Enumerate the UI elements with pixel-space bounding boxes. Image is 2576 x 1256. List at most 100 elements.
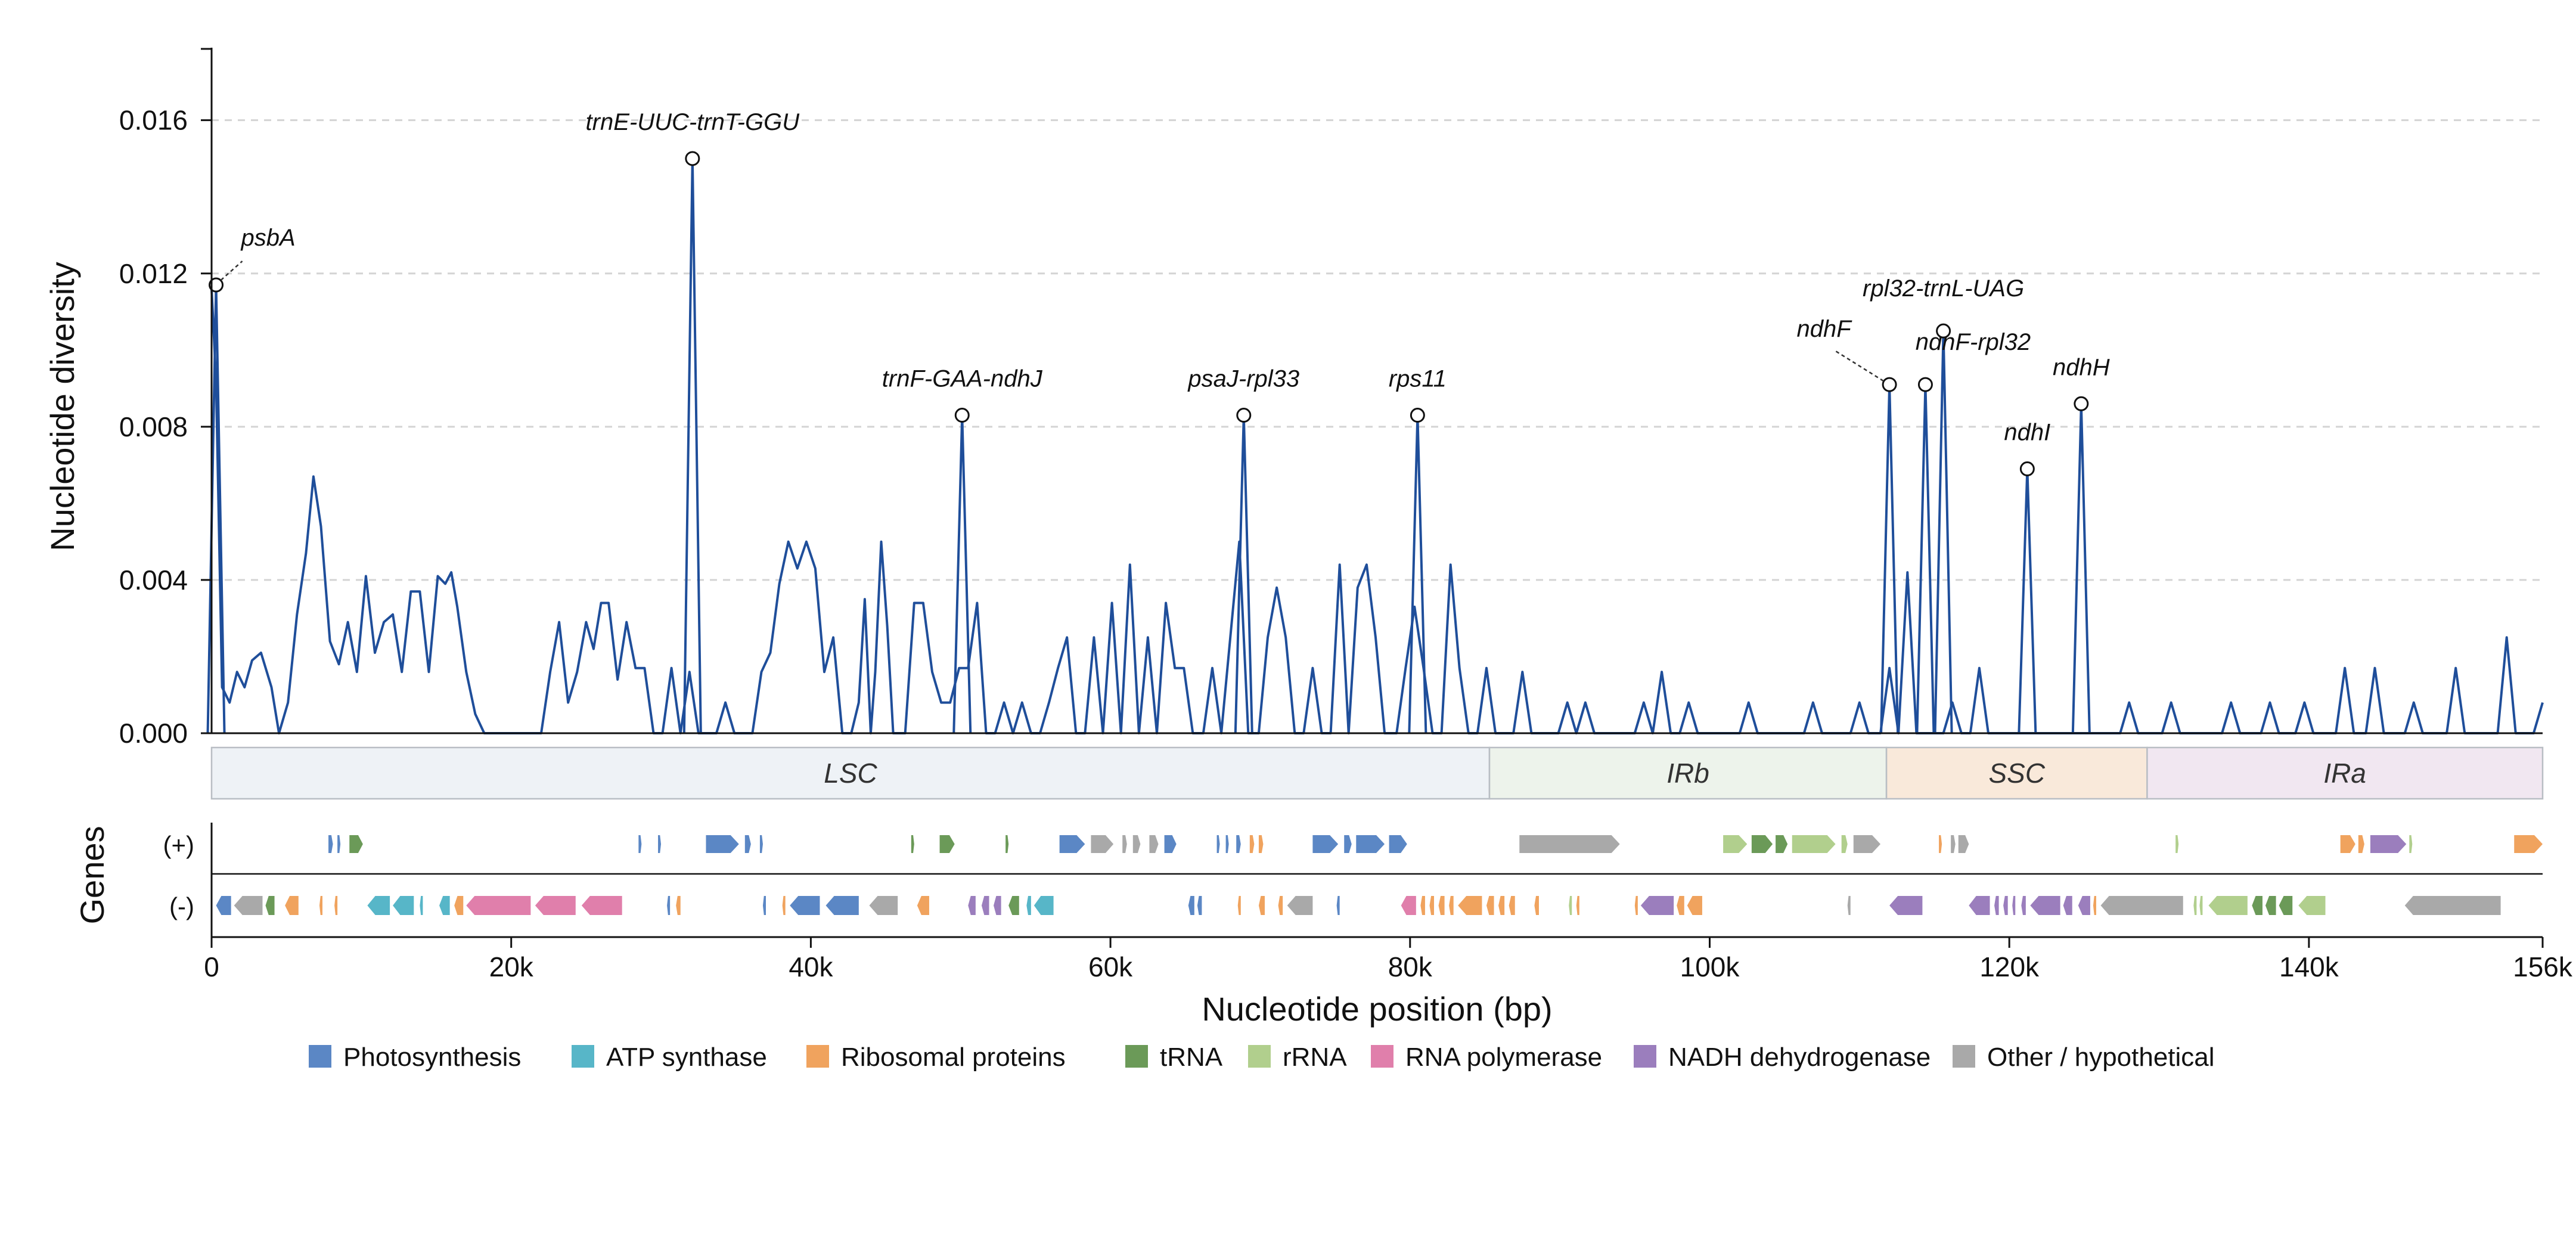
gene-minus [535, 896, 576, 915]
gene-plus [1249, 835, 1255, 853]
gene-plus [2340, 835, 2355, 853]
peak-spike [1880, 383, 1900, 734]
gene-plus [638, 835, 642, 853]
gene-minus [1258, 896, 1265, 915]
gene-plus [1149, 835, 1159, 853]
gene-minus [1287, 896, 1313, 915]
x-tick-label: 140k [2279, 951, 2339, 982]
peak-label: psbA [241, 225, 296, 251]
peak-annotations: psbA trnE-UUC-trnT-GGU trnF-GAA-ndhJ psaJ-r… [209, 109, 2110, 477]
legend-swatch [1634, 1045, 1656, 1068]
gene-plus [1216, 835, 1220, 853]
x-tick-label: 120k [1979, 951, 2040, 982]
peak-leader [1835, 351, 1884, 382]
gene-plus [1939, 835, 1942, 853]
gene-plus [1132, 835, 1141, 853]
peak-spike [952, 414, 972, 734]
gene-plus [2358, 835, 2364, 853]
legend-swatch [1248, 1045, 1271, 1068]
legend-swatch [309, 1045, 331, 1068]
gene-plus [1958, 835, 1969, 853]
peak-marker [2074, 396, 2089, 411]
peak-spike [2018, 467, 2037, 734]
gene-minus [367, 896, 390, 915]
legend-label: Photosynthesis [343, 1043, 521, 1072]
gene-minus [454, 896, 464, 915]
gene-plus [1951, 835, 1956, 853]
y-tick-label: 0.000 [119, 718, 188, 749]
gene-minus [216, 896, 231, 915]
gene-plus [1091, 835, 1114, 853]
legend-swatch [572, 1045, 594, 1068]
legend-label: Other / hypothetical [1987, 1043, 2215, 1072]
diversity-line-layer [206, 157, 2544, 734]
gene-plus [337, 835, 341, 853]
x-tick-label: 156k [2513, 951, 2573, 982]
legend-swatch [1371, 1045, 1393, 1068]
gene-minus [1420, 896, 1425, 915]
gene-plus [1841, 835, 1848, 853]
peak-label: ndhH [2053, 354, 2110, 380]
gene-minus [1847, 896, 1851, 915]
legend-swatch [1125, 1045, 1148, 1068]
gene-minus [2063, 896, 2072, 915]
legend-label: ATP synthase [606, 1043, 767, 1072]
peak-leader [220, 260, 243, 281]
region-label: IRa [2323, 758, 2366, 789]
gene-minus [2252, 896, 2262, 915]
peak-spike [2071, 402, 2091, 734]
gene-minus [2193, 896, 2197, 915]
gene-plus [759, 835, 763, 853]
gene-plus [658, 835, 662, 853]
x-axis-title: Nucleotide position (bp) [1202, 990, 1552, 1028]
gene-minus [790, 896, 820, 915]
gene-minus [1677, 896, 1684, 915]
peak-marker [954, 408, 970, 423]
gene-minus [968, 896, 976, 915]
gene-plus [744, 835, 751, 853]
y-tick-label: 0.004 [119, 565, 188, 596]
gene-plus [1005, 835, 1009, 853]
gene-minus [1449, 896, 1454, 915]
x-tick-label: 40k [789, 951, 833, 982]
gene-minus [2279, 896, 2293, 915]
peak-label: psaJ-rpl33 [1187, 366, 1299, 392]
gene-plus [1792, 835, 1836, 853]
x-tick-label: 0 [204, 951, 219, 982]
gene-minus [2030, 896, 2060, 915]
peak-marker [1936, 323, 1951, 339]
gene-minus [1237, 896, 1241, 915]
peak-marker [2019, 461, 2035, 477]
gene-plus [2514, 835, 2543, 853]
gene-plus [1344, 835, 1352, 853]
gene-minus [2093, 896, 2096, 915]
gene-track [216, 835, 2543, 915]
gene-minus [1438, 896, 1445, 915]
gene-minus [1026, 896, 1031, 915]
plus-strand-label: (+) [163, 831, 195, 859]
gene-minus [1640, 896, 1674, 915]
gene-minus [1008, 896, 1019, 915]
region-label: SSC [1988, 758, 2045, 789]
grid-layer [212, 119, 2543, 581]
region-ira [2146, 746, 2544, 800]
genes-track-title: Genes [73, 826, 111, 925]
gene-minus [581, 896, 622, 915]
tick-layer: 0.000 0.004 0.008 0.012 0.016 0 20k 40k 60k 80k 10… [119, 48, 2573, 982]
x-tick-label: 60k [1088, 951, 1133, 982]
gene-minus [2012, 896, 2016, 915]
gene-minus [1188, 896, 1194, 915]
peak-label: trnF-GAA-ndhJ [882, 366, 1043, 392]
gene-plus [1258, 835, 1264, 853]
gene-minus [1569, 896, 1572, 915]
gene-plus [1389, 835, 1407, 853]
gene-plus [911, 835, 914, 853]
peak-spike [1408, 414, 1427, 734]
gene-plus [1225, 835, 1229, 853]
y-tick-label: 0.008 [119, 411, 188, 442]
gene-minus [2404, 896, 2501, 915]
peak-marker [1236, 408, 1252, 423]
gene-plus [706, 835, 739, 853]
gene-minus [1634, 896, 1638, 915]
